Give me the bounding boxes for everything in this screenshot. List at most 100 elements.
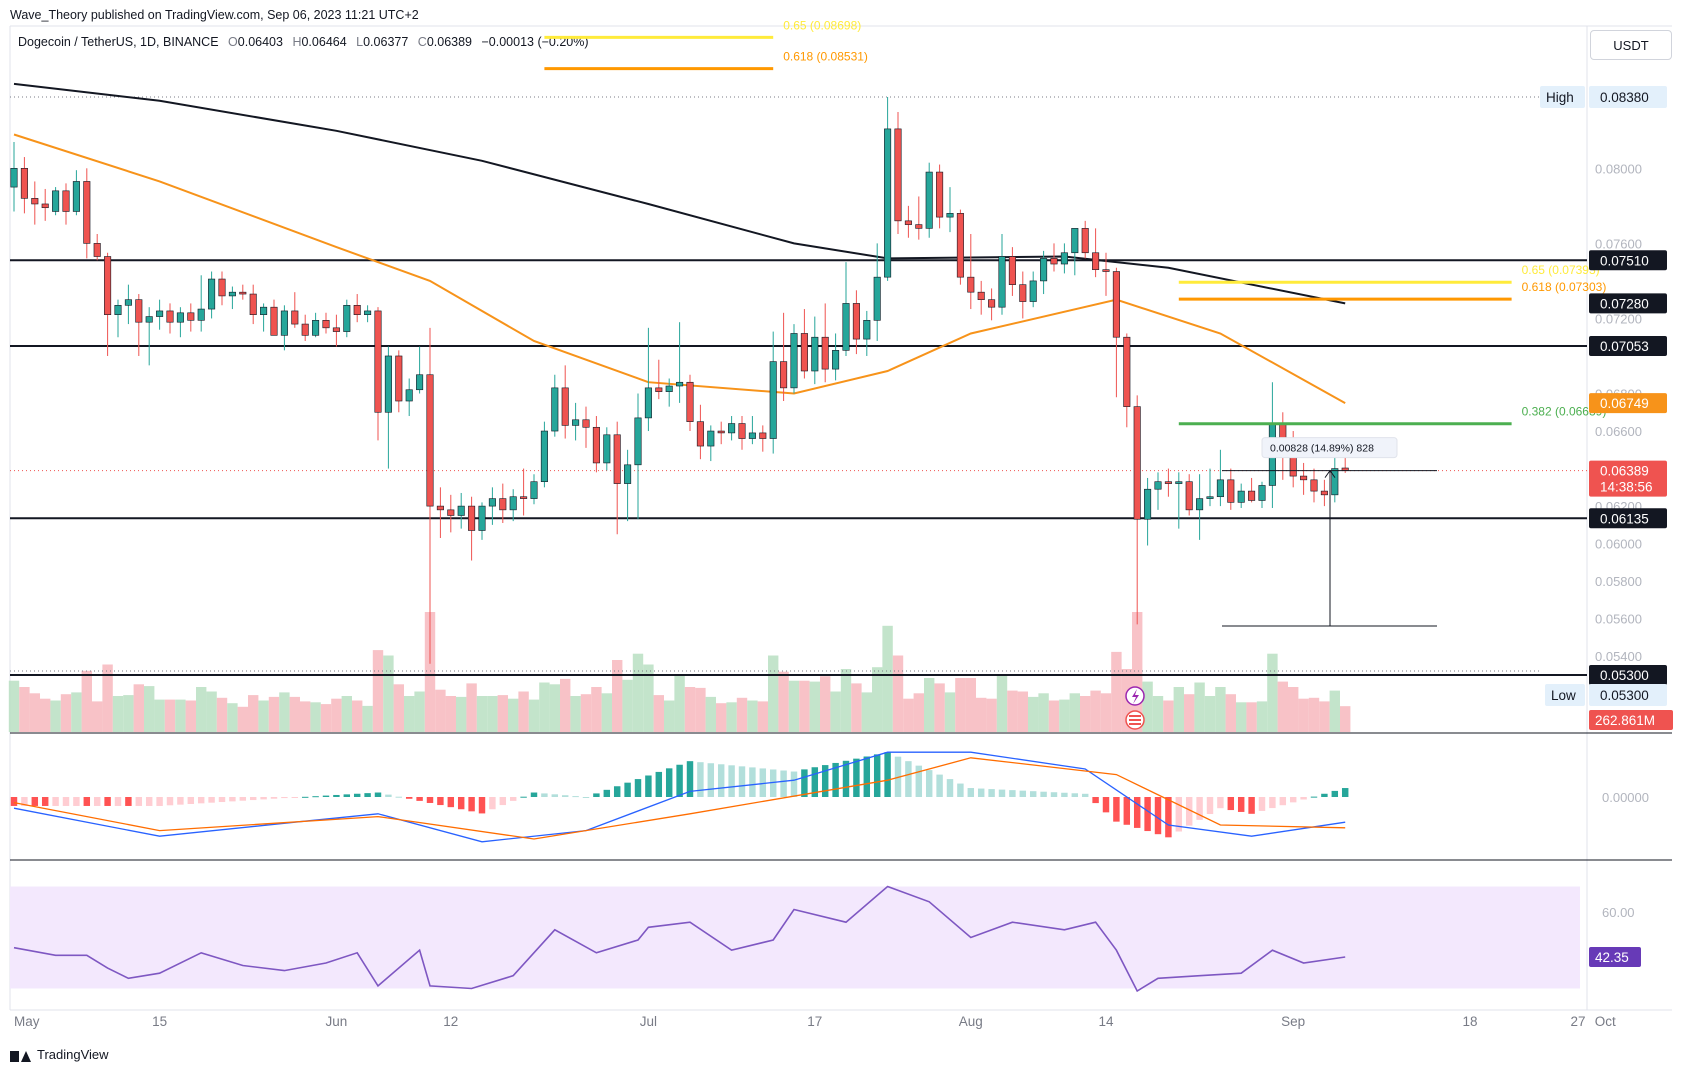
macd-histogram-bar: [1061, 792, 1068, 797]
macd-histogram-bar: [1102, 797, 1110, 813]
volume-bar: [206, 691, 217, 732]
volume-bar: [331, 698, 342, 732]
volume-bar: [393, 684, 404, 732]
macd-histogram-bar: [62, 797, 70, 806]
volume-bar: [237, 706, 248, 732]
volume-bar: [653, 695, 664, 732]
candle-body: [1019, 284, 1027, 302]
candle-body: [634, 417, 642, 466]
candle-body: [62, 190, 70, 212]
macd-histogram-bar: [1165, 797, 1172, 838]
time-tick-label: Oct: [1595, 1014, 1616, 1029]
price-tick-label: 0.06000: [1595, 537, 1642, 552]
candle-body: [873, 276, 881, 321]
high-marker-label: High: [1546, 90, 1574, 105]
macd-histogram-bar: [499, 797, 507, 806]
macd-histogram-bar: [811, 767, 819, 797]
price-tick-label: 0.05800: [1595, 574, 1642, 589]
macd-histogram-bar: [863, 756, 871, 797]
candle-body: [228, 291, 236, 297]
volume-bar: [497, 695, 508, 732]
macd-histogram-bar: [1341, 788, 1349, 797]
symbol-name[interactable]: Dogecoin / TetherUS, 1D, BINANCE: [18, 35, 219, 49]
price-scale-label: 0.06749: [1600, 396, 1649, 411]
macd-histogram-bar: [1227, 797, 1235, 811]
candle-body: [41, 203, 49, 209]
currency-button[interactable]: USDT: [1590, 30, 1672, 60]
candle-body: [1133, 406, 1141, 520]
macd-histogram-bar: [821, 765, 829, 797]
candle-body: [540, 430, 548, 483]
volume-bar: [820, 676, 831, 732]
price-scale-label-box: [1589, 250, 1667, 271]
macd-histogram-bar: [1206, 797, 1214, 815]
candle-body: [800, 333, 808, 372]
macd-histogram-bar: [728, 765, 735, 797]
candle-body: [426, 374, 434, 507]
macd-histogram-bar: [1081, 793, 1089, 797]
volume-bar: [1256, 701, 1268, 732]
candle-body: [832, 350, 840, 370]
time-tick-label: 12: [443, 1014, 458, 1029]
macd-histogram-bar: [1269, 797, 1276, 809]
time-tick-label: 27: [1570, 1014, 1585, 1029]
macd-histogram-bar: [229, 797, 236, 802]
macd-histogram-bar: [655, 771, 663, 797]
candle-body: [93, 243, 101, 257]
volume-bar: [279, 692, 290, 732]
price-tick-label: 0.07600: [1595, 236, 1642, 251]
macd-histogram-bar: [447, 797, 455, 808]
open-value: 0.06403: [237, 35, 283, 49]
time-tick-label: Aug: [959, 1014, 983, 1029]
volume-bar: [944, 692, 956, 732]
candle-body: [72, 181, 80, 212]
volume-bar: [352, 700, 363, 732]
volume-bar: [736, 697, 748, 732]
volume-bar: [788, 680, 800, 732]
macd-histogram-bar: [759, 768, 767, 797]
candle-body: [686, 381, 694, 422]
candle-body: [124, 299, 132, 306]
volume-bar: [705, 696, 716, 732]
candle-body: [884, 128, 892, 278]
volume-bar: [300, 701, 311, 732]
candle-body: [1206, 496, 1214, 499]
volume-bar: [456, 696, 467, 732]
volume-bar: [1308, 697, 1320, 732]
volume-bar: [123, 695, 134, 732]
macd-histogram-bar: [291, 797, 299, 798]
candle-body: [83, 181, 91, 244]
price-scale-label: 0.07053: [1600, 339, 1649, 354]
macd-histogram-bar: [707, 763, 715, 797]
candle-body: [249, 293, 257, 315]
macd-histogram-bar: [10, 797, 18, 806]
candle-body: [1227, 479, 1235, 503]
candle-body: [655, 387, 663, 392]
volume-bar: [185, 700, 196, 732]
volume-bar: [435, 689, 446, 732]
macd-histogram-bar: [853, 758, 860, 797]
candle-body: [260, 306, 268, 315]
macd-histogram-bar: [364, 793, 371, 797]
volume-bar: [664, 700, 675, 732]
macd-histogram-bar: [1133, 797, 1141, 828]
candle-body: [842, 303, 850, 351]
time-tick-label: 17: [807, 1014, 822, 1029]
volume-bar: [560, 678, 571, 732]
candle-body: [1175, 481, 1183, 484]
candle-body: [894, 128, 902, 222]
candle-body: [166, 310, 174, 323]
volume-bar: [1329, 690, 1340, 732]
volume-bar: [248, 695, 259, 732]
macd-histogram-bar: [1289, 797, 1297, 803]
candle-body: [561, 387, 569, 426]
candle-body: [1008, 256, 1016, 285]
candle-body: [1196, 498, 1204, 511]
volume-bar: [1298, 698, 1309, 732]
candle-body: [520, 496, 528, 499]
candle-body: [509, 496, 517, 511]
macd-histogram-bar: [187, 797, 195, 804]
candle-body: [176, 312, 184, 323]
volume-bar: [872, 667, 883, 732]
